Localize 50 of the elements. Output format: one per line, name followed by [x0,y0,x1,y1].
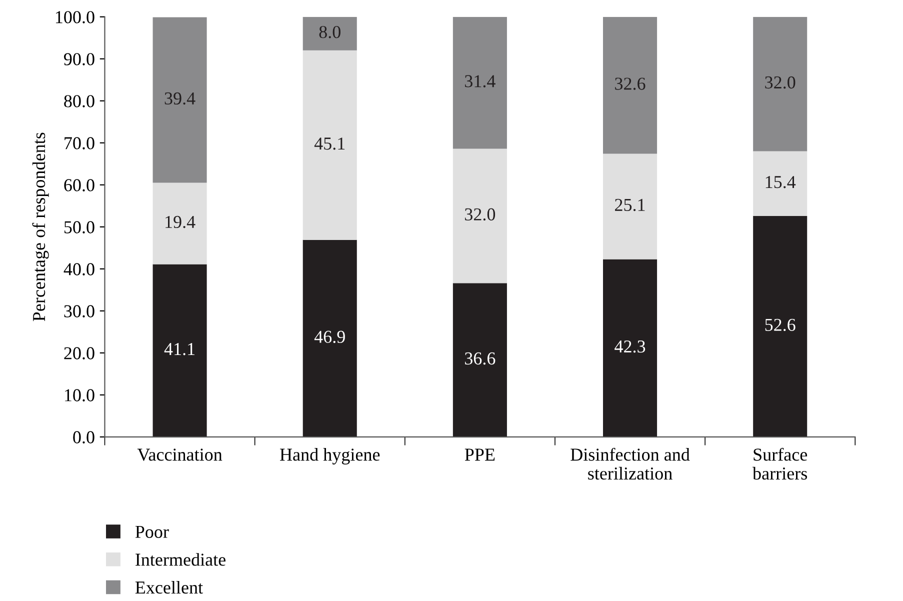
bar [603,154,658,260]
data-label: 42.3 [614,340,646,353]
data-label: 32.6 [615,78,646,90]
y-tick-label: 60.0 [64,179,94,192]
data-label: 31.4 [465,75,496,88]
x-tick-label: Disinfection and sterilization [570,448,690,480]
bar [152,17,207,183]
bar [302,240,357,437]
bar [302,16,357,50]
bar [603,259,658,437]
y-tick-label: 50.0 [64,221,94,234]
y-tick-label: 30.0 [64,305,94,318]
bar [753,151,808,216]
bar [753,216,808,437]
bar [452,16,507,149]
data-label: 39.4 [164,92,196,105]
bar [152,264,207,437]
y-tick-label: 90.0 [64,53,94,66]
bar [152,182,207,264]
y-tick-label: 10.0 [65,389,94,402]
data-label: 15.4 [766,176,796,188]
data-label: 19.4 [166,216,196,228]
bar [452,283,507,437]
x-tick-label: PPE [464,448,495,461]
x-tick-label: Hand hygiene [280,448,380,464]
bar [753,16,808,152]
bar [302,50,357,240]
data-label: 32.0 [765,76,796,89]
data-label: 46.9 [314,330,345,344]
data-label: 41.1 [164,343,195,356]
y-tick-label: 70.0 [64,137,94,150]
x-tick-label: Surface barriers [752,448,808,480]
data-label: 32.0 [465,208,496,221]
bar [452,148,507,284]
y-axis-title: Percentage of respondents [32,132,49,322]
y-tick-label: 80.0 [64,95,94,108]
legend-label: Excellent [135,580,203,594]
data-label: 52.6 [765,318,796,332]
x-tick-label: Vaccination [137,448,222,461]
data-label: 45.1 [314,138,345,150]
y-tick-label: 100.0 [56,11,94,24]
y-tick-label: 40.0 [64,263,94,276]
data-label: 25.1 [615,198,645,212]
data-label: 8.0 [319,26,340,38]
legend-label: Poor [135,526,169,538]
legend-label: Intermediate [136,553,226,566]
y-tick-label: 0.0 [73,431,94,444]
data-label: 36.6 [465,352,496,365]
bar [603,16,658,154]
y-tick-label: 20.0 [64,347,94,360]
